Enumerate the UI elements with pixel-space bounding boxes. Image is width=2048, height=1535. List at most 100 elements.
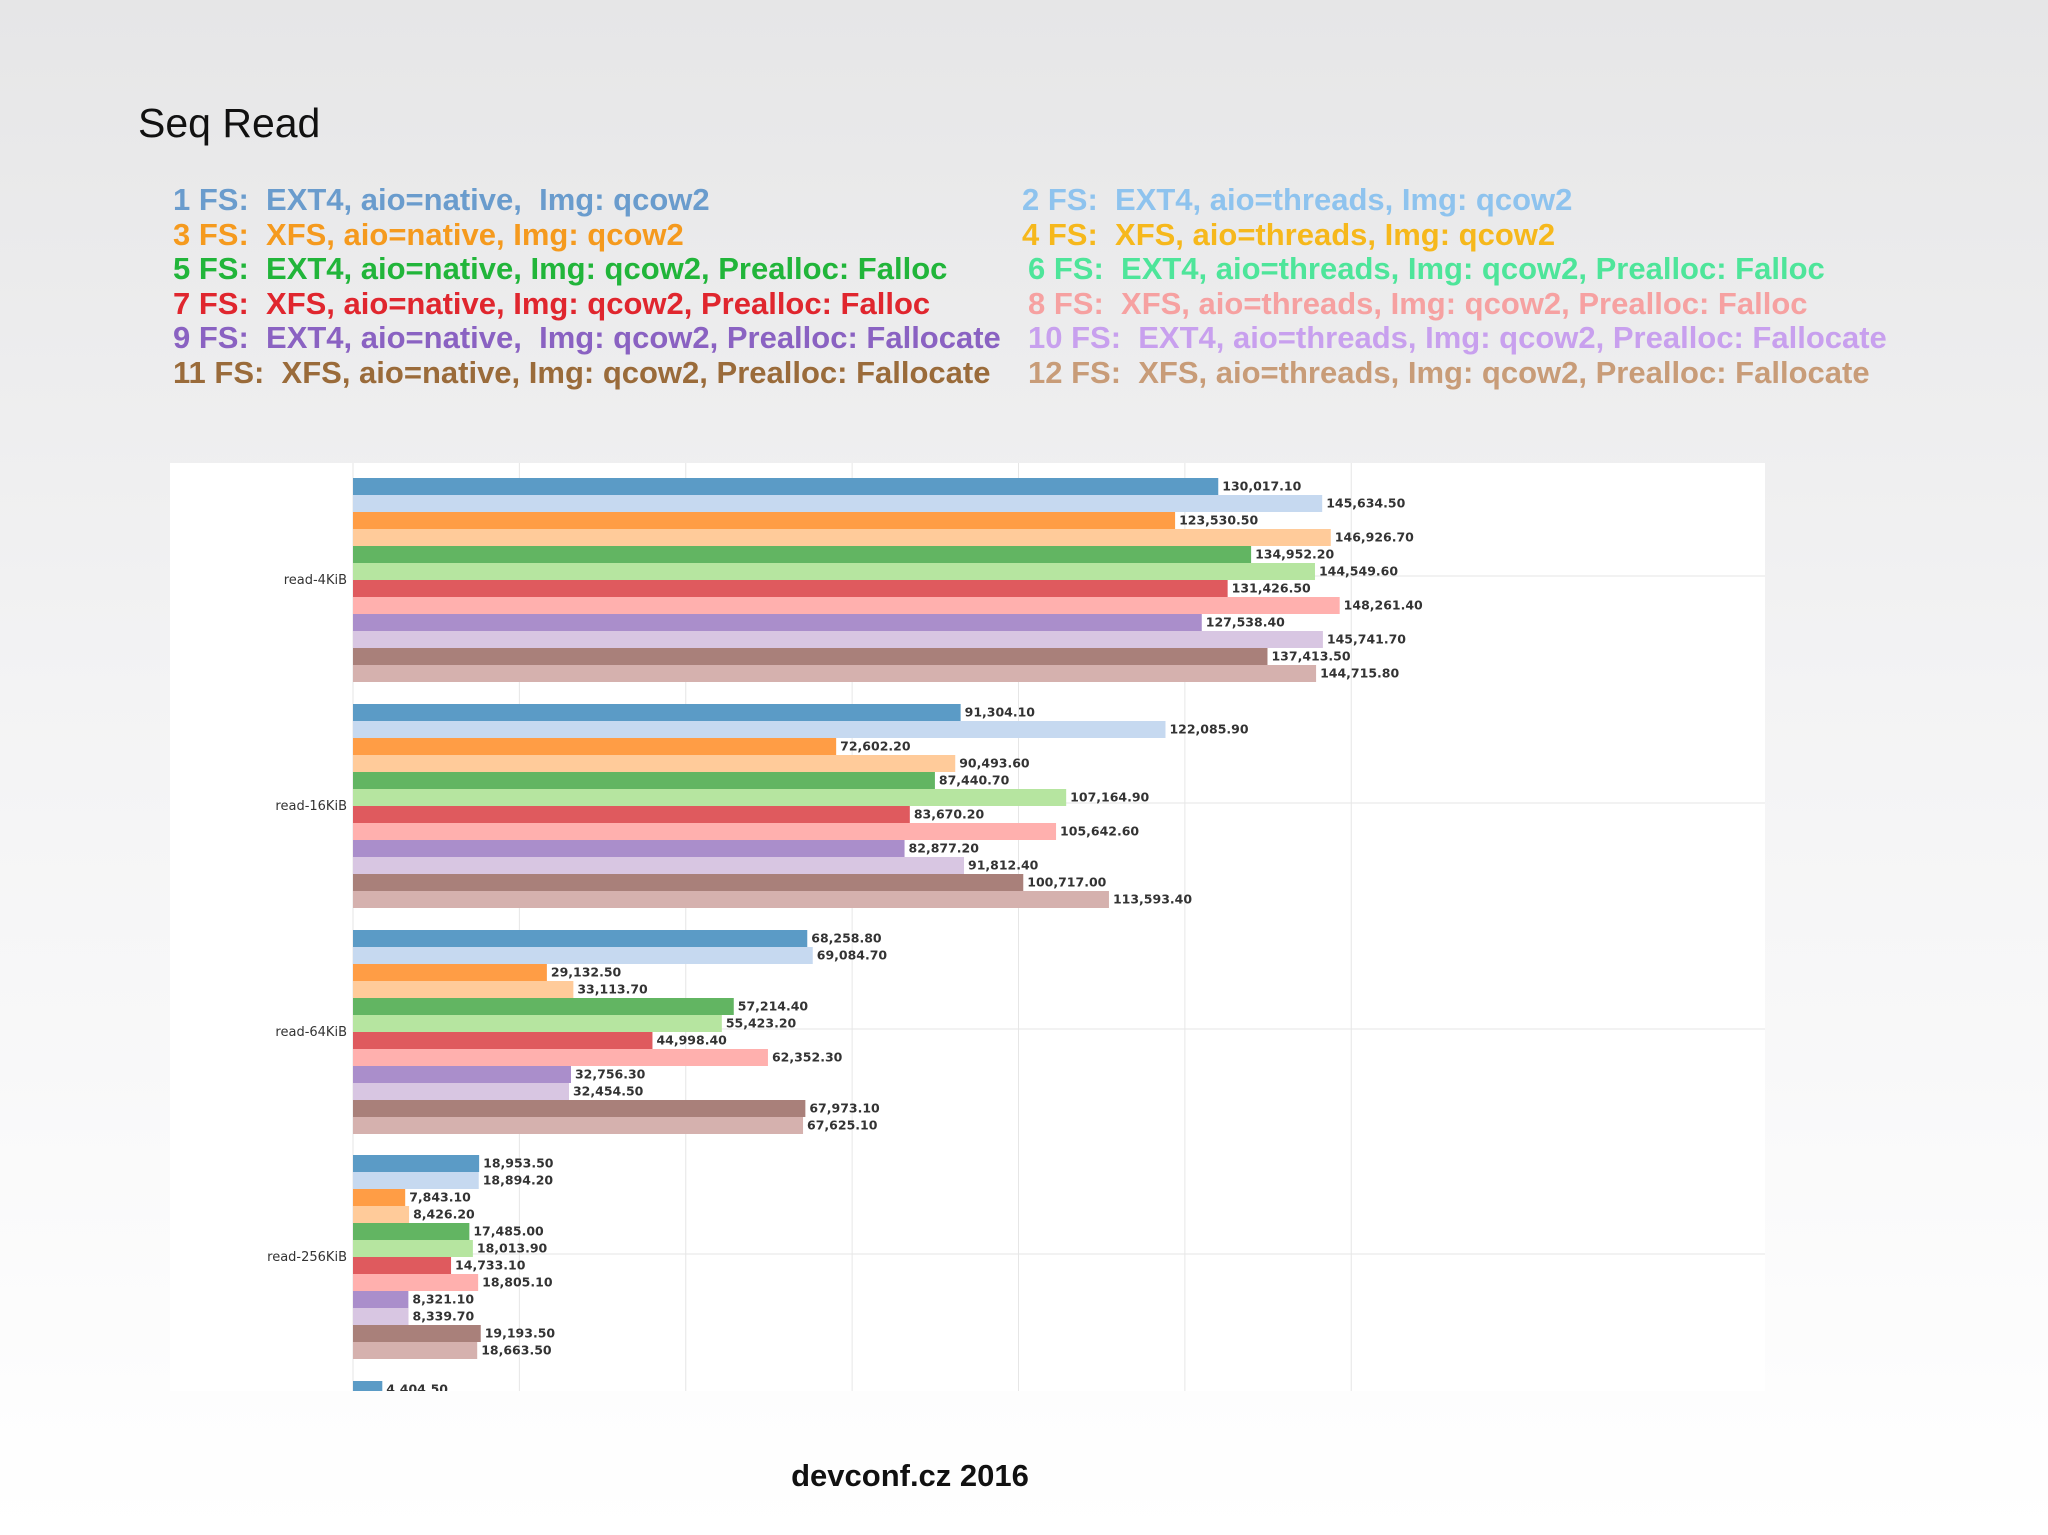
data-label: 144,715.80: [1320, 666, 1399, 681]
legend-item: 8 FS: XFS, aio=threads, Img: qcow2, Prea…: [1028, 286, 1808, 321]
bar: [353, 1274, 479, 1291]
footer: devconf.cz 2016: [791, 1458, 1029, 1493]
data-label: 67,973.10: [809, 1101, 880, 1116]
bar: [353, 840, 905, 857]
bar: [353, 1066, 571, 1083]
bar: [353, 597, 1340, 614]
data-label: 8,426.20: [413, 1207, 475, 1222]
bar: [353, 930, 808, 947]
bar: [353, 947, 813, 964]
data-label: 123,530.50: [1179, 513, 1258, 528]
bar: [353, 665, 1317, 682]
data-label: 145,741.70: [1327, 632, 1406, 647]
data-label: 67,625.10: [807, 1118, 878, 1133]
bar: [353, 981, 574, 998]
data-label: 18,663.50: [481, 1343, 552, 1358]
bar: [353, 1342, 478, 1359]
bar: [353, 1189, 406, 1206]
data-label: 134,952.20: [1255, 547, 1334, 562]
bar: [353, 614, 1202, 631]
legend-item: 1 FS: EXT4, aio=native, Img: qcow2: [173, 182, 710, 217]
bar: [353, 495, 1323, 512]
legend-item: 9 FS: EXT4, aio=native, Img: qcow2, Prea…: [173, 320, 1001, 355]
bar: [353, 1117, 804, 1134]
bar: [353, 1172, 479, 1189]
data-label: 62,352.30: [772, 1050, 843, 1065]
data-label: 18,953.50: [483, 1156, 554, 1171]
bar: [353, 704, 961, 721]
data-label: 131,426.50: [1232, 581, 1311, 596]
bar: [353, 631, 1323, 648]
bar: [353, 512, 1176, 529]
bar: [353, 580, 1228, 597]
data-label: 107,164.90: [1070, 790, 1149, 805]
data-label: 113,593.40: [1113, 892, 1192, 907]
bar: [353, 1308, 409, 1325]
bar: [353, 874, 1024, 891]
bar: [353, 1100, 806, 1117]
bar: [353, 1240, 473, 1257]
legend-item: 2 FS: EXT4, aio=threads, Img: qcow2: [1022, 182, 1573, 217]
data-label: 127,538.40: [1206, 615, 1285, 630]
bar: [353, 1015, 722, 1032]
data-label: 68,258.80: [811, 931, 882, 946]
data-label: 146,926.70: [1335, 530, 1414, 545]
data-label: 32,454.50: [573, 1084, 644, 1099]
category-label: read-256KiB: [267, 1250, 347, 1265]
data-label: 17,485.00: [473, 1224, 544, 1239]
bar: [353, 1032, 653, 1049]
bar: [353, 1257, 452, 1274]
data-label: 87,440.70: [939, 773, 1010, 788]
legend-item: 5 FS: EXT4, aio=native, Img: qcow2, Prea…: [173, 251, 948, 286]
legend-item: 6 FS: EXT4, aio=threads, Img: qcow2, Pre…: [1028, 251, 1825, 286]
data-label: 55,423.20: [726, 1016, 797, 1031]
data-label: 100,717.00: [1027, 875, 1106, 890]
bar: [353, 772, 935, 789]
category-label: read-16KiB: [275, 799, 347, 814]
category-label: read-4KiB: [284, 573, 347, 588]
data-label: 72,602.20: [840, 739, 911, 754]
data-label: 44,998.40: [656, 1033, 727, 1048]
data-label: 91,812.40: [968, 858, 1039, 873]
bar: [353, 738, 837, 755]
data-label: 18,805.10: [482, 1275, 553, 1290]
bar: [353, 1155, 480, 1172]
data-label: 137,413.50: [1271, 649, 1350, 664]
category-label: read-64KiB: [275, 1025, 347, 1040]
bar: [353, 648, 1268, 665]
bar: [353, 1206, 410, 1223]
bar: [353, 563, 1315, 580]
data-label: 7,843.10: [409, 1190, 471, 1205]
bar-chart: read-4KiB 130,017.10 145,634.50 123,530.50 1…: [267, 463, 1765, 1391]
data-label: 29,132.50: [551, 965, 622, 980]
data-label: 69,084.70: [817, 948, 888, 963]
bar: [353, 478, 1219, 495]
data-label: 148,261.40: [1344, 598, 1423, 613]
legend-item: 10 FS: EXT4, aio=threads, Img: qcow2, Pr…: [1028, 320, 1887, 355]
bar: [353, 789, 1067, 806]
data-label: 145,634.50: [1326, 496, 1405, 511]
bar: [353, 998, 734, 1015]
bar: [353, 721, 1166, 738]
data-label: 122,085.90: [1169, 722, 1248, 737]
slide-title: Seq Read: [138, 100, 321, 146]
legend: 1 FS: EXT4, aio=native, Img: qcow2 2 FS:…: [173, 182, 1973, 402]
data-label: 105,642.60: [1060, 824, 1139, 839]
data-label: 91,304.10: [965, 705, 1036, 720]
data-label: 19,193.50: [485, 1326, 556, 1341]
bar: [353, 857, 965, 874]
data-label: 14,733.10: [455, 1258, 526, 1273]
bar: [353, 964, 547, 981]
data-label: 18,894.20: [483, 1173, 554, 1188]
chart-panel: read-4KiB 130,017.10 145,634.50 123,530.50 1…: [170, 463, 1765, 1391]
legend-item: 3 FS: XFS, aio=native, Img: qcow2: [173, 217, 684, 252]
bar: [353, 529, 1331, 546]
data-label: 83,670.20: [914, 807, 985, 822]
data-label: 33,113.70: [577, 982, 648, 997]
data-label: 82,877.20: [909, 841, 980, 856]
legend-item: 12 FS: XFS, aio=threads, Img: qcow2, Pre…: [1028, 355, 1870, 390]
data-label: 32,756.30: [575, 1067, 646, 1082]
bar: [353, 1049, 768, 1066]
data-label: 8,339.70: [413, 1309, 475, 1324]
bar: [353, 823, 1057, 840]
